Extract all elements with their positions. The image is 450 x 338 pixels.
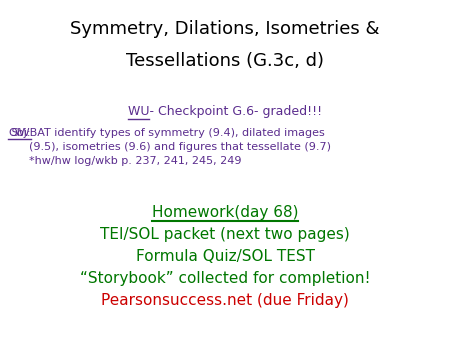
- Text: SWBAT identify types of symmetry (9.4), dilated images: SWBAT identify types of symmetry (9.4), …: [8, 128, 325, 138]
- Text: Obj:: Obj:: [8, 128, 31, 138]
- Text: WU- Checkpoint G.6- graded!!!: WU- Checkpoint G.6- graded!!!: [128, 105, 322, 118]
- Text: TEI/SOL packet (next two pages): TEI/SOL packet (next two pages): [100, 227, 350, 242]
- Text: *hw/hw log/wkb p. 237, 241, 245, 249: *hw/hw log/wkb p. 237, 241, 245, 249: [8, 156, 242, 166]
- Text: Symmetry, Dilations, Isometries &: Symmetry, Dilations, Isometries &: [70, 20, 380, 38]
- Text: (9.5), isometries (9.6) and figures that tessellate (9.7): (9.5), isometries (9.6) and figures that…: [8, 142, 331, 152]
- Text: Tessellations (G.3c, d): Tessellations (G.3c, d): [126, 52, 324, 70]
- Text: Homework(day 68): Homework(day 68): [152, 205, 298, 220]
- Text: “Storybook” collected for completion!: “Storybook” collected for completion!: [80, 271, 370, 286]
- Text: Formula Quiz/SOL TEST: Formula Quiz/SOL TEST: [135, 249, 315, 264]
- Text: Pearsonsuccess.net (due Friday): Pearsonsuccess.net (due Friday): [101, 293, 349, 308]
